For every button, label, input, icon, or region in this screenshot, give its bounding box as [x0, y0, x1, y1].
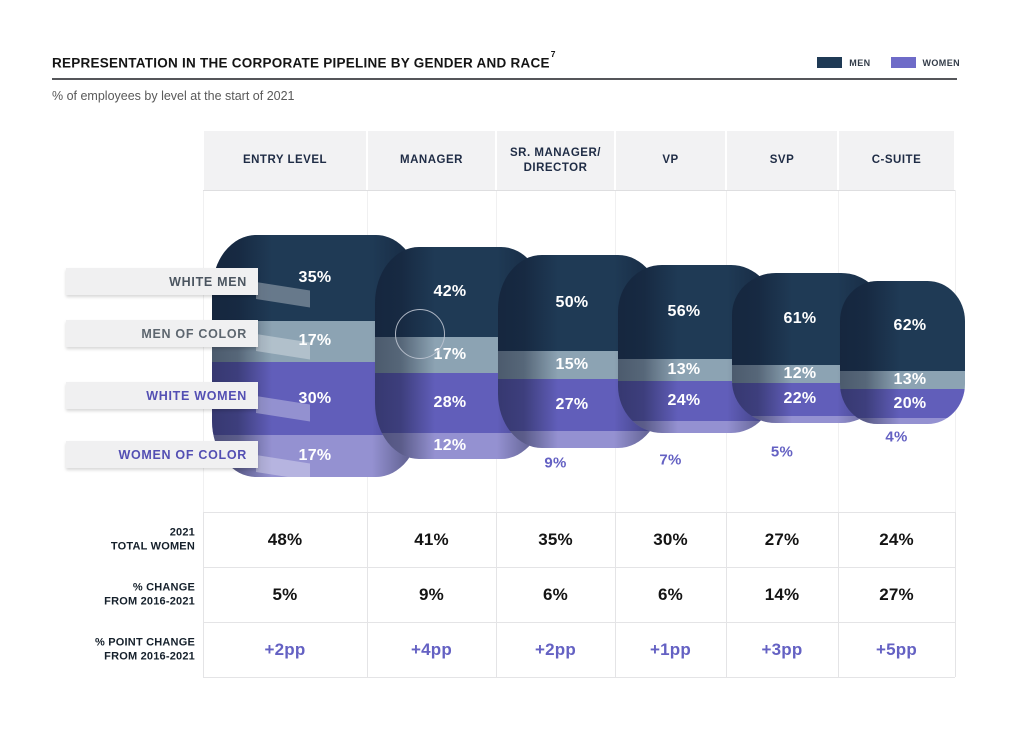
summary-cell-vp: 6% — [658, 584, 683, 604]
summary-cell-svp: +3pp — [761, 639, 803, 659]
band-value-outside-women-of-color: 5% — [770, 443, 794, 461]
page-title: REPRESENTATION IN THE CORPORATE PIPELINE… — [52, 49, 556, 71]
grid-line — [203, 512, 204, 677]
legend-label: WOMEN — [922, 57, 960, 68]
highlight-ring — [395, 309, 445, 359]
column-header-c-suite: C-SUITE — [839, 131, 954, 190]
band-value-outside-women-of-color: 4% — [885, 428, 908, 446]
page-title-text: REPRESENTATION IN THE CORPORATE PIPELINE… — [52, 55, 550, 71]
grid-line — [203, 190, 204, 512]
row-label-women-of-color: WOMEN OF COLOR — [66, 441, 258, 468]
summary-cell-svp: 14% — [764, 584, 800, 604]
row-label-men-of-color: MEN OF COLOR — [66, 320, 258, 347]
grid-line — [203, 512, 955, 513]
band-value-white-women: 28% — [433, 394, 467, 412]
summary-cell-entry-level: 5% — [272, 584, 298, 604]
summary-cell-manager: +4pp — [411, 639, 452, 659]
legend-item-women: WOMEN — [890, 57, 961, 68]
legend-swatch-women — [890, 57, 916, 68]
grid-line — [203, 190, 955, 191]
row-label-white-women: WHITE WOMEN — [66, 382, 258, 409]
band-value-men-of-color: 12% — [783, 364, 817, 382]
summary-cell-manager: 9% — [419, 584, 444, 604]
legend-item-men: MEN — [817, 57, 870, 68]
summary-row-label-change-from-2016-2021: % CHANGE FROM 2016-2021 — [104, 581, 195, 608]
grid-line — [615, 512, 616, 677]
summary-cell-vp: 30% — [653, 529, 688, 549]
grid-line — [203, 567, 955, 568]
title-divider — [52, 78, 957, 80]
summary-cell-c-suite: 27% — [879, 584, 914, 604]
band-value-outside-women-of-color: 9% — [544, 454, 567, 472]
band-value-white-women: 22% — [783, 390, 817, 407]
legend-swatch-men — [817, 57, 843, 68]
band-value-outside-women-of-color: 7% — [659, 451, 682, 469]
band-value-white-men: 61% — [783, 309, 817, 327]
column-header-sr-manager-director: SR. MANAGER/ DIRECTOR — [497, 131, 614, 190]
summary-cell-entry-level: 48% — [267, 529, 303, 549]
grid-line — [838, 512, 839, 677]
summary-row-label-point-change-from-2016-2021: % POINT CHANGE FROM 2016-2021 — [95, 636, 195, 663]
summary-cell-c-suite: +5pp — [876, 639, 917, 659]
row-label-white-men: WHITE MEN — [66, 268, 258, 295]
summary-cell-svp: 27% — [764, 529, 800, 549]
band-value-white-women: 20% — [893, 394, 927, 412]
column-header-entry-level: ENTRY LEVEL — [204, 131, 366, 190]
summary-cell-sr-manager-director: 35% — [538, 529, 573, 549]
legend-label: MEN — [849, 57, 871, 68]
column-header-manager: MANAGER — [368, 131, 495, 190]
summary-cell-manager: 41% — [414, 529, 449, 549]
band-value-men-of-color: 13% — [893, 370, 927, 388]
grid-line — [726, 512, 727, 677]
summary-cell-c-suite: 24% — [879, 529, 914, 549]
legend: MEN WOMEN — [817, 57, 960, 68]
band-value-white-women: 27% — [555, 396, 589, 413]
summary-cell-vp: +1pp — [650, 639, 691, 659]
band-value-white-men: 35% — [298, 268, 332, 286]
pipe-band-women-of-color — [840, 418, 965, 424]
band-value-white-men: 56% — [667, 303, 701, 321]
grid-line — [367, 512, 368, 677]
column-header-svp: SVP — [727, 131, 837, 190]
grid-line — [496, 512, 497, 677]
summary-cell-sr-manager-director: 6% — [543, 584, 568, 604]
summary-cell-sr-manager-director: +2pp — [535, 639, 576, 659]
band-value-white-men: 42% — [433, 282, 467, 300]
band-value-white-men: 50% — [555, 293, 589, 311]
grid-line — [203, 622, 955, 623]
band-value-men-of-color: 13% — [667, 361, 701, 378]
summary-cell-entry-level: +2pp — [264, 639, 306, 659]
title-footnote: 7 — [550, 49, 556, 59]
grid-line — [203, 677, 955, 678]
chart-subtitle: % of employees by level at the start of … — [52, 89, 295, 103]
grid-line — [955, 512, 956, 677]
column-header-vp: VP — [616, 131, 725, 190]
band-value-women-of-color: 12% — [433, 437, 467, 455]
band-value-white-men: 62% — [893, 316, 927, 334]
summary-row-label-2021-total-women: 2021 TOTAL WOMEN — [110, 526, 195, 553]
band-value-white-women: 24% — [667, 392, 701, 410]
band-value-men-of-color: 15% — [555, 355, 589, 373]
